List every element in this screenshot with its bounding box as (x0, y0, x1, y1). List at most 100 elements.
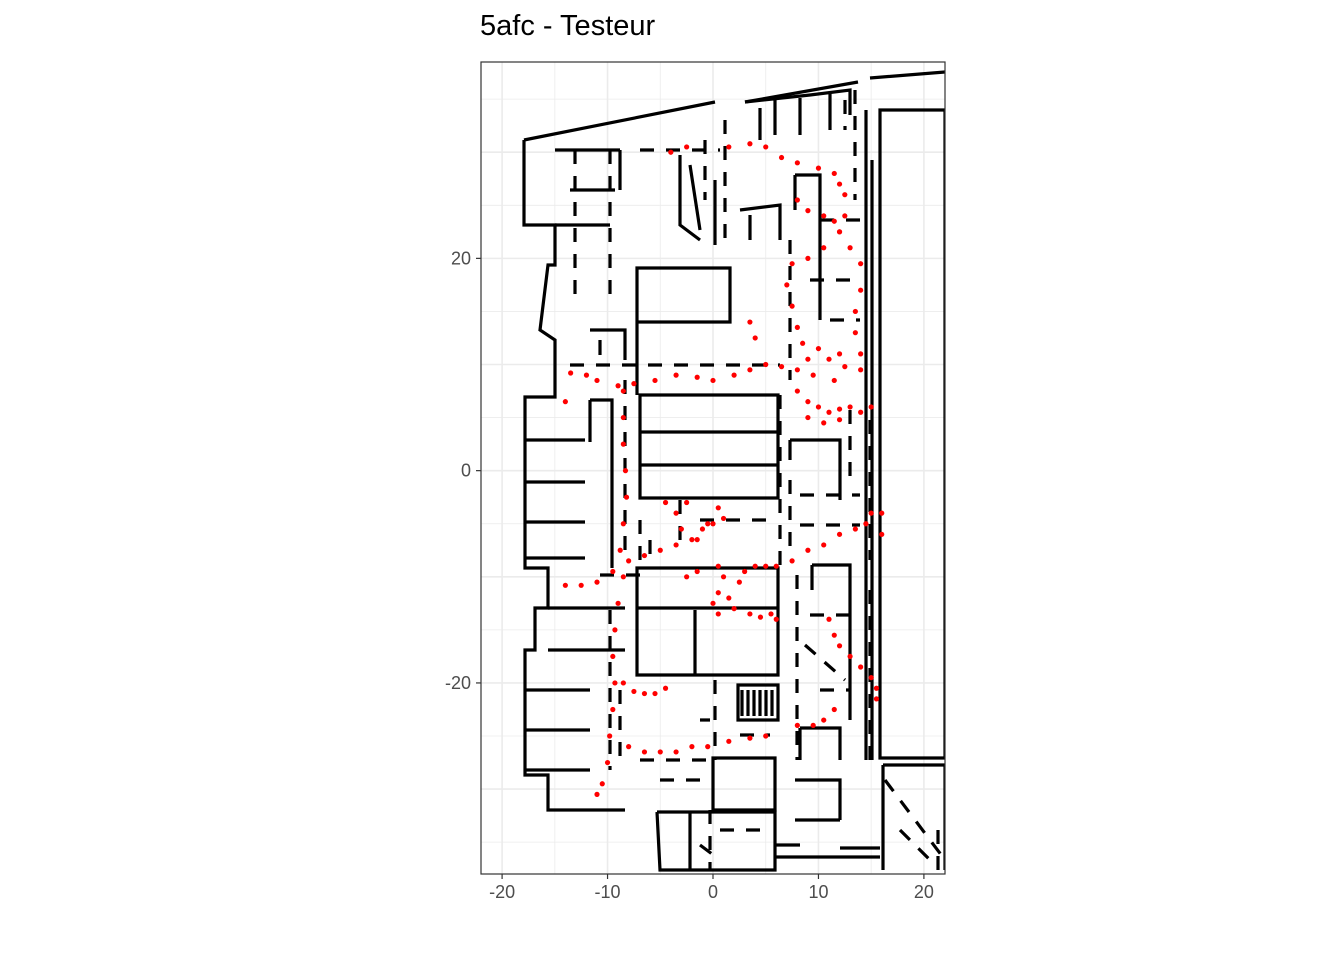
data-point (694, 568, 700, 575)
data-point (568, 370, 574, 376)
data-point (610, 706, 616, 713)
data-point (726, 595, 732, 601)
data-point (805, 356, 811, 362)
data-point (831, 706, 837, 713)
data-point (594, 377, 600, 384)
data-point (778, 364, 785, 370)
data-point (626, 744, 632, 750)
data-point (794, 197, 800, 203)
data-point (673, 372, 679, 378)
data-point (747, 319, 753, 325)
data-point (604, 759, 611, 766)
x-tick-label: -20 (489, 882, 515, 902)
data-point (794, 160, 800, 166)
data-point (617, 547, 623, 553)
data-point (626, 558, 632, 564)
data-point (842, 192, 848, 198)
data-point (599, 781, 605, 787)
data-point (715, 563, 721, 569)
data-point (641, 552, 648, 559)
data-point (773, 563, 779, 569)
y-tick-label: 0 (461, 461, 471, 481)
data-point (847, 245, 853, 251)
data-point (694, 374, 700, 380)
data-point (794, 722, 800, 728)
x-tick-label: -10 (595, 882, 621, 902)
data-point (720, 515, 727, 522)
data-point (821, 245, 827, 251)
data-point (631, 381, 637, 387)
data-point (747, 611, 753, 617)
data-point (826, 616, 832, 622)
data-point (594, 579, 600, 585)
data-point (622, 468, 629, 474)
data-point (731, 606, 737, 612)
data-point (852, 330, 858, 336)
data-point (610, 568, 616, 575)
data-point (562, 399, 568, 405)
data-point (620, 680, 626, 686)
data-point (858, 664, 864, 670)
data-point (610, 653, 616, 660)
data-point (805, 208, 811, 214)
data-point (747, 141, 753, 147)
data-point (805, 414, 811, 421)
data-point (631, 688, 637, 695)
data-point (868, 404, 874, 410)
data-point (694, 537, 700, 543)
data-point (815, 404, 822, 410)
data-point (826, 356, 832, 362)
data-point (763, 733, 769, 739)
data-point (847, 653, 853, 660)
data-point (578, 582, 584, 588)
data-point (736, 579, 742, 585)
data-point (852, 308, 858, 315)
data-point (821, 542, 827, 548)
data-point (794, 367, 800, 373)
data-point (668, 149, 674, 155)
data-point (826, 409, 832, 415)
data-point (657, 749, 663, 755)
data-point (821, 213, 827, 219)
data-point (815, 345, 822, 352)
data-point (858, 287, 864, 293)
data-point (778, 154, 785, 161)
data-point (836, 531, 843, 537)
data-point (710, 377, 716, 384)
data-point (641, 749, 648, 755)
data-point (720, 574, 727, 580)
data-point (836, 417, 843, 423)
data-point (800, 340, 806, 346)
data-point (747, 367, 753, 373)
data-point (763, 144, 769, 150)
data-point (858, 367, 864, 373)
data-point (873, 685, 880, 691)
data-point (794, 324, 800, 330)
data-point (768, 611, 774, 617)
data-point (652, 377, 658, 384)
data-point (562, 582, 568, 588)
data-point (858, 409, 864, 415)
data-point (836, 406, 843, 412)
data-point (805, 255, 811, 261)
data-point (726, 144, 732, 150)
data-point (868, 510, 874, 516)
data-point (662, 499, 669, 506)
grid (481, 62, 945, 874)
data-point (879, 510, 885, 516)
data-point (710, 600, 716, 606)
data-point (805, 399, 811, 405)
data-point (842, 213, 848, 219)
data-point (594, 791, 600, 797)
data-point (831, 377, 837, 384)
data-point (731, 372, 737, 378)
data-point (678, 526, 684, 532)
x-tick-label: 0 (708, 882, 718, 902)
data-point (620, 574, 626, 580)
data-point (607, 733, 613, 739)
data-point (836, 643, 843, 649)
data-point (789, 261, 795, 267)
data-point (773, 616, 779, 622)
data-point (652, 690, 658, 697)
